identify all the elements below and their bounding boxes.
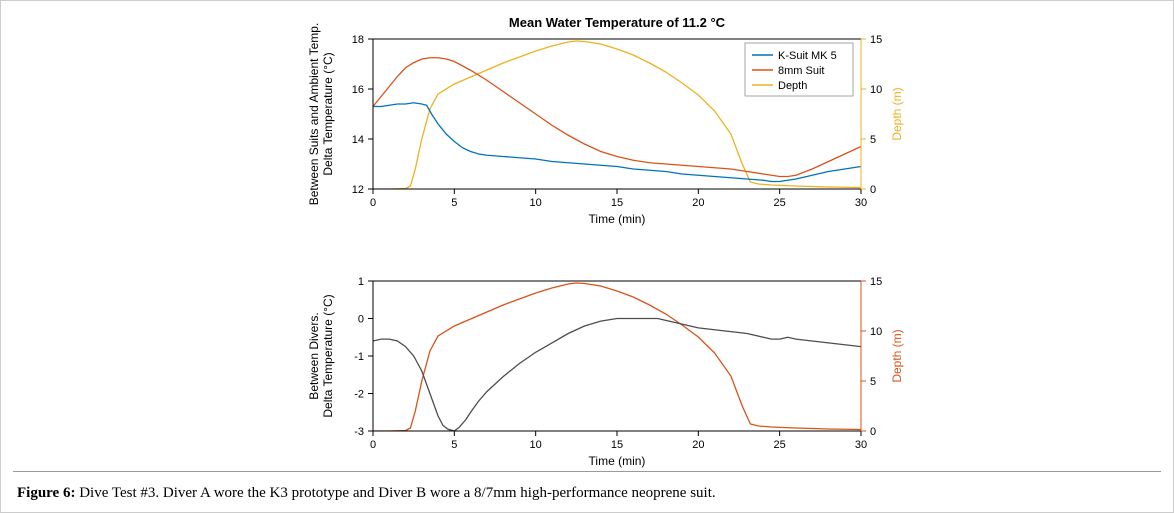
- x-tick-label: 10: [530, 197, 542, 209]
- x-tick-label: 15: [611, 197, 623, 209]
- x-tick-label: 20: [692, 439, 704, 451]
- yr-tick-label: 10: [870, 326, 882, 338]
- yl-tick-label: 18: [352, 34, 364, 46]
- yl-tick-label: 1: [358, 276, 364, 288]
- y-right-label: Depth (m): [890, 329, 904, 382]
- x-tick-label: 0: [370, 197, 376, 209]
- legend-label: Depth: [778, 80, 807, 92]
- x-tick-label: 30: [855, 439, 867, 451]
- y-left-label: Delta Temperature (°C): [321, 294, 335, 417]
- x-tick-label: 15: [611, 439, 623, 451]
- figure-caption: Figure 6: Dive Test #3. Diver A wore the…: [17, 485, 716, 502]
- yr-tick-label: 0: [870, 426, 876, 438]
- yl-tick-label: -2: [354, 389, 364, 401]
- y-right-label: Depth (m): [890, 87, 904, 140]
- bottom-chart-svg: 0 5 10 15 20 25 30 Time (min) -3 -2 -1 0 1 Delta Temp…: [281, 251, 921, 471]
- legend-label: 8mm Suit: [778, 65, 824, 77]
- caption-label: Figure 6:: [17, 485, 75, 501]
- yr-tick-label: 5: [870, 134, 876, 146]
- x-axis-label: Time (min): [589, 454, 646, 468]
- figure-container: Mean Water Temperature of 11.2 °C0510152…: [0, 0, 1174, 513]
- yl-tick-label: -3: [354, 426, 364, 438]
- yl-tick-label: -1: [354, 351, 364, 363]
- yl-tick-label: 14: [352, 134, 364, 146]
- yr-tick-label: 15: [870, 34, 882, 46]
- bottom-panel: 0 5 10 15 20 25 30 Time (min) -3 -2 -1 0 1 Delta Temp…: [281, 251, 921, 471]
- yr-tick-label: 0: [870, 184, 876, 196]
- x-tick-label: 5: [451, 439, 457, 451]
- legend-label: K-Suit MK 5: [778, 50, 837, 62]
- yl-tick-label: 12: [352, 184, 364, 196]
- y-left-label: Between Suits and Ambient Temp.: [307, 23, 321, 206]
- chart-title: Mean Water Temperature of 11.2 °C: [509, 15, 726, 30]
- top-chart-svg: Mean Water Temperature of 11.2 °C 0 5 10 15 2…: [281, 9, 921, 229]
- yr-tick-label: 15: [870, 276, 882, 288]
- x-tick-label: 25: [774, 439, 786, 451]
- charts: Mean Water Temperature of 11.2 °C0510152…: [281, 9, 921, 471]
- y-left-label: Delta Temperature (°C): [321, 52, 335, 175]
- caption-divider: [13, 471, 1161, 472]
- x-axis-label: Time (min): [589, 212, 646, 226]
- x-tick-label: 25: [774, 197, 786, 209]
- caption-text: Dive Test #3. Diver A wore the K3 protot…: [75, 485, 715, 501]
- yr-tick-label: 5: [870, 376, 876, 388]
- yl-tick-label: 16: [352, 84, 364, 96]
- x-tick-label: 10: [530, 439, 542, 451]
- x-tick-label: 30: [855, 197, 867, 209]
- yr-tick-label: 10: [870, 84, 882, 96]
- x-tick-label: 5: [451, 197, 457, 209]
- x-tick-label: 20: [692, 197, 704, 209]
- x-tick-label: 0: [370, 439, 376, 451]
- top-panel: Mean Water Temperature of 11.2 °C 0 5 10 15 2…: [281, 9, 921, 229]
- yl-tick-label: 0: [358, 314, 364, 326]
- y-left-label: Between Divers.: [307, 312, 321, 399]
